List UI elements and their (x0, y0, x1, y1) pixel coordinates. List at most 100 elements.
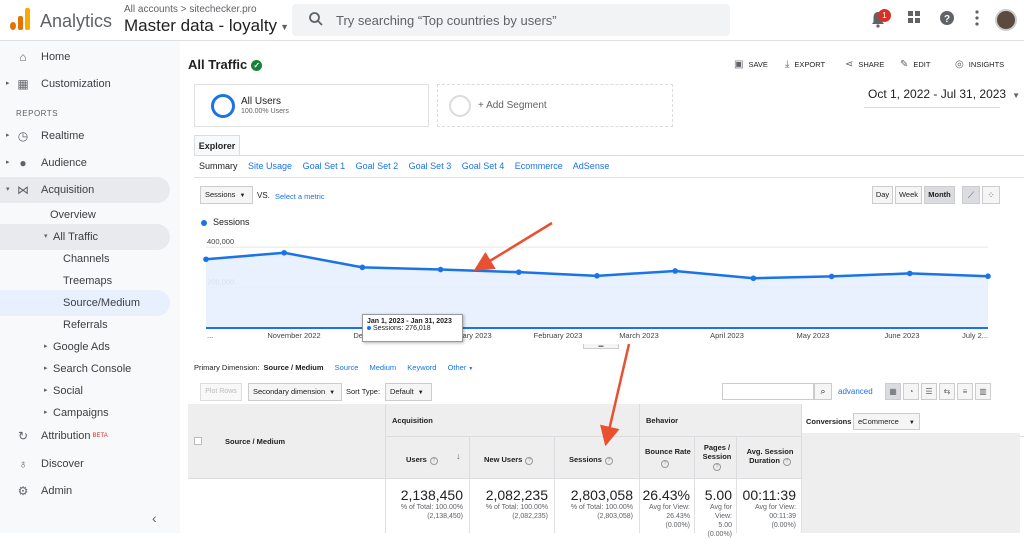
clock-icon: ◷ (17, 129, 29, 143)
subtab-site-usage[interactable]: Site Usage (248, 161, 293, 171)
sidebar-item-all-traffic[interactable]: ▾ All Traffic (0, 224, 170, 250)
dimension-link-keyword[interactable]: Keyword (407, 363, 437, 372)
more-vert-icon[interactable] (967, 10, 987, 30)
help-icon[interactable]: ? (604, 457, 613, 465)
sidebar-item-overview[interactable]: Overview (0, 202, 180, 228)
subtab-ecommerce[interactable]: Ecommerce (514, 161, 563, 171)
data-point (437, 266, 444, 273)
subtab-goal-set-1[interactable]: Goal Set 1 (302, 161, 346, 171)
help-icon[interactable]: ? (937, 10, 957, 30)
sidebar-item-search-console[interactable]: ▸ Search Console (0, 356, 180, 382)
col-pages-label: Pages / Session (702, 443, 732, 461)
x-tick-label: May 2023 (797, 331, 830, 340)
property-selector[interactable]: Master data - loyalty ▼ (124, 16, 289, 36)
analytics-logo-icon[interactable] (10, 8, 32, 30)
sidebar-item-admin[interactable]: ⚙ Admin (0, 478, 180, 504)
secondary-dimension-select[interactable]: Secondary dimension ▼ (248, 383, 342, 401)
sidebar-item-customization[interactable]: ▸ ▦ Customization (0, 71, 180, 97)
subtab-summary[interactable]: Summary (199, 161, 238, 171)
chart-resize-handle[interactable]: ▬ (583, 344, 619, 349)
search-input[interactable]: Try searching “Top countries by users” (292, 4, 730, 36)
metric-select[interactable]: Sessions ▼ (200, 186, 253, 204)
chevron-right-icon: ▸ (6, 132, 10, 139)
subtab-goal-set-3[interactable]: Goal Set 3 (408, 161, 452, 171)
col-header-new-users[interactable]: New Users? (470, 437, 555, 479)
granularity-day[interactable]: Day (872, 186, 893, 204)
table-search-icon[interactable]: ⌕ (814, 383, 832, 400)
dimension-link-other[interactable]: Other ▼ (448, 363, 474, 372)
tab-explorer[interactable]: Explorer (194, 135, 240, 155)
dimension-link-medium[interactable]: Medium (369, 363, 397, 372)
col-header-duration-wrap: Avg. Session Duration? (741, 447, 799, 466)
tooltip-text: Sessions: 276,018 (373, 325, 431, 332)
col-users-label: Users (406, 455, 427, 464)
help-icon[interactable]: ? (525, 457, 534, 465)
help-icon[interactable]: ? (429, 457, 438, 465)
dimension-header[interactable]: Source / Medium (225, 437, 286, 446)
sidebar-item-attribution[interactable]: ↻ Attribution BETA (0, 423, 180, 449)
sidebar-item-campaigns[interactable]: ▸ Campaigns (0, 400, 180, 426)
col-header-sessions[interactable]: Sessions? (555, 437, 640, 479)
sidebar-item-realtime[interactable]: ▸ ◷ Realtime (0, 123, 180, 149)
col-header-sessions-wrap: Sessions? (569, 455, 613, 465)
line-chart-icon[interactable]: ⟋ (962, 186, 980, 204)
plot-rows-button[interactable]: Plot Rows (200, 383, 242, 401)
pencil-icon: ✎ (900, 59, 909, 70)
sidebar-item-channels[interactable]: Channels (0, 246, 180, 272)
sidebar-item-source-medium[interactable]: Source/Medium (0, 290, 170, 316)
apps-icon[interactable] (904, 10, 924, 30)
data-view-icon[interactable]: ▦ (885, 383, 901, 400)
help-icon[interactable]: ? (782, 458, 791, 466)
subtab-goal-set-4[interactable]: Goal Set 4 (461, 161, 505, 171)
col-header-users[interactable]: Users? ↓ (386, 437, 470, 479)
select-metric-link[interactable]: Select a metric (275, 192, 325, 201)
sidebar-item-acquisition[interactable]: ▾ ⋈ Acquisition (0, 177, 170, 203)
avg-bounce-sub3: (0.00%) (665, 522, 690, 529)
sidebar-item-label: Social (53, 385, 83, 397)
help-icon[interactable]: ? (713, 463, 721, 471)
data-point (907, 270, 913, 277)
sidebar-item-social[interactable]: ▸ Social (0, 378, 180, 404)
motion-chart-icon[interactable]: ⁘ (982, 186, 1000, 204)
collapse-sidebar-icon[interactable]: ‹ (152, 510, 157, 526)
account-avatar[interactable] (995, 9, 1017, 31)
export-button[interactable]: ⤓ EXPORT (785, 59, 825, 70)
select-all-checkbox[interactable] (194, 437, 202, 445)
performance-view-icon[interactable]: ☰ (921, 383, 937, 400)
chart-plot[interactable]: 400,000200,000...November 2022December 2… (188, 211, 1024, 351)
table-search-input[interactable] (722, 383, 814, 400)
term-cloud-view-icon[interactable]: ≡ (957, 383, 973, 400)
date-range-picker[interactable]: Oct 1, 2022 - Jul 31, 2023 ▼ (868, 87, 1020, 101)
save-button[interactable]: ▣ SAVE (734, 59, 768, 70)
pivot-view-icon[interactable]: ▥ (975, 383, 991, 400)
col-header-pages-session[interactable]: Pages / Session? (695, 437, 737, 479)
app-name[interactable]: Analytics (40, 11, 113, 31)
granularity-month[interactable]: Month (924, 186, 955, 204)
insights-button[interactable]: ◎ INSIGHTS (955, 59, 1004, 70)
dimension-link-source[interactable]: Source (334, 363, 359, 372)
col-header-avg-session-duration[interactable]: Avg. Session Duration? (737, 437, 802, 479)
advanced-filter-link[interactable]: advanced (838, 387, 873, 396)
comparison-view-icon[interactable]: ⇆ (939, 383, 955, 400)
primary-dimension-current: Source / Medium (263, 363, 324, 372)
sidebar-item-referrals[interactable]: Referrals (0, 312, 180, 338)
sidebar-item-google-ads[interactable]: ▸ Google Ads (0, 334, 180, 360)
segment-all-users[interactable]: All Users 100.00% Users (194, 84, 429, 127)
col-header-bounce-rate[interactable]: Bounce Rate? (640, 437, 695, 479)
sidebar-item-treemaps[interactable]: Treemaps (0, 268, 180, 294)
percentage-view-icon[interactable]: ◔ (903, 383, 919, 400)
sort-type-select[interactable]: Default ▼ (385, 383, 432, 401)
conversions-select[interactable]: eCommerce ▼ (853, 413, 920, 430)
account-breadcrumb[interactable]: All accounts > sitechecker.pro (124, 4, 257, 15)
subtab-adsense[interactable]: AdSense (572, 161, 610, 171)
share-button[interactable]: ⋖ SHARE (845, 59, 884, 70)
sidebar-item-discover[interactable]: ♁ Discover (0, 451, 180, 477)
add-segment-button[interactable]: + Add Segment (437, 84, 673, 127)
edit-button[interactable]: ✎ EDIT (900, 59, 930, 70)
subtab-goal-set-2[interactable]: Goal Set 2 (355, 161, 399, 171)
chevron-right-icon: ▸ (44, 365, 48, 372)
help-icon[interactable]: ? (661, 460, 669, 468)
sidebar-item-audience[interactable]: ▸ ● Audience (0, 150, 180, 176)
granularity-week[interactable]: Week (895, 186, 922, 204)
sidebar-item-home[interactable]: ⌂ Home (0, 44, 180, 70)
